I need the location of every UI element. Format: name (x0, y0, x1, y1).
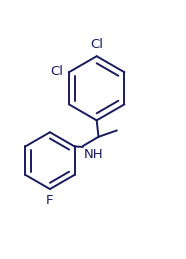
Text: Cl: Cl (50, 65, 63, 78)
Text: Cl: Cl (90, 38, 103, 51)
Text: F: F (46, 194, 54, 207)
Text: NH: NH (84, 148, 103, 161)
